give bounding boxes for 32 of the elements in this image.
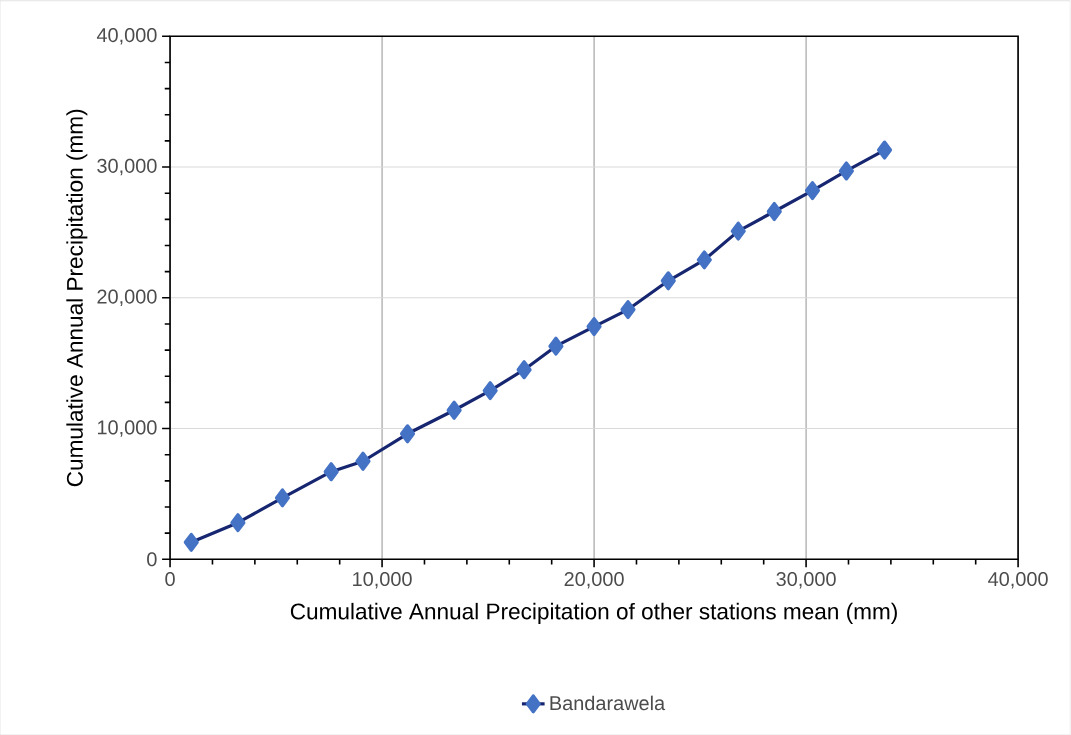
y-tick-label: 40,000 — [96, 28, 157, 45]
y-tick-label: 20,000 — [97, 289, 157, 306]
point — [620, 299, 636, 320]
point — [399, 424, 416, 444]
point — [696, 250, 712, 270]
point — [516, 360, 532, 380]
point — [804, 180, 821, 201]
y-tick-label: 10,000 — [97, 420, 157, 437]
point — [548, 336, 564, 356]
point — [766, 201, 782, 222]
point — [446, 400, 462, 420]
point — [274, 488, 291, 508]
x-tick-label: 20,000 — [564, 571, 624, 589]
x-tick-label: 0 — [165, 571, 175, 587]
y-tick-label: 30,000 — [97, 158, 157, 176]
x-tick-label: 30,000 — [776, 571, 836, 589]
legend-label: Bandarawela — [550, 695, 666, 711]
x-tick-label: 10,000 — [353, 571, 412, 589]
point — [730, 221, 746, 241]
point — [323, 462, 339, 482]
point — [230, 513, 246, 533]
x-axis-title: Cumulative Annual Precipitation of other stations mean (mm) — [290, 602, 897, 624]
point — [838, 161, 854, 181]
y-axis-title: Cumulative Annual Precipitation (mm) — [66, 109, 88, 487]
point — [482, 381, 498, 401]
point — [876, 140, 893, 160]
point — [586, 316, 602, 337]
x-tick-label: 40,000 — [988, 571, 1048, 589]
point — [355, 451, 371, 471]
point — [183, 532, 199, 552]
point — [660, 271, 676, 291]
y-tick-label: 0 — [147, 552, 157, 567]
